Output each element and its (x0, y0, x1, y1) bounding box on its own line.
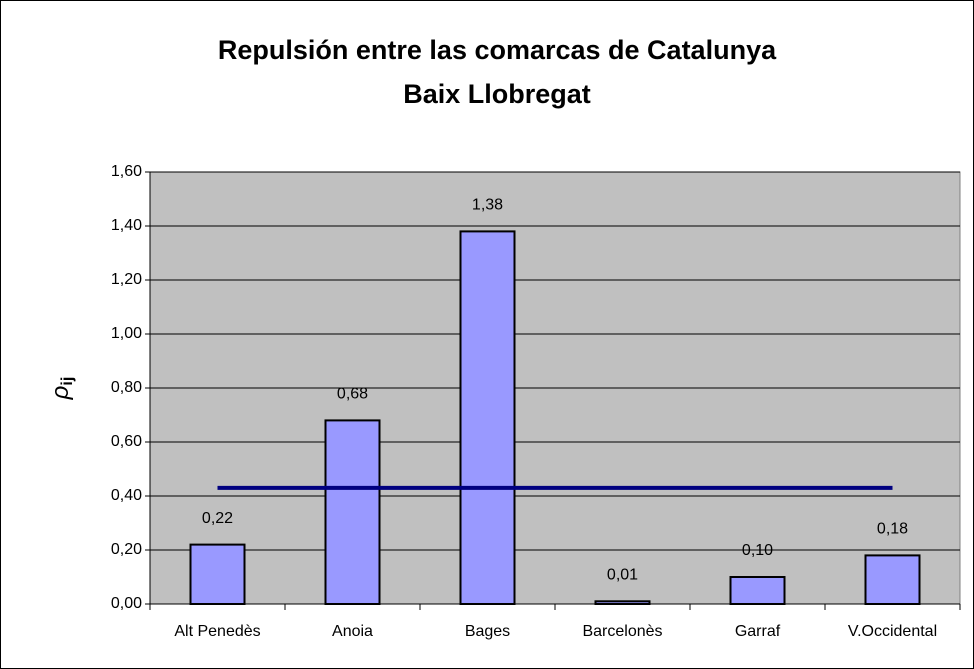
y-label-subscript: ij (59, 377, 76, 386)
chart-subtitle: Baix Llobregat (403, 79, 591, 109)
y-label-symbol: ρ (47, 385, 74, 400)
x-tick-label: Bages (465, 623, 510, 640)
y-tick-label: 1,60 (111, 163, 142, 180)
data-label: 0,22 (202, 510, 233, 527)
y-tick-label: 1,20 (111, 271, 142, 288)
bar (324, 419, 381, 605)
y-tick-label: 0,20 (111, 541, 142, 558)
y-tick-label: 1,40 (111, 217, 142, 234)
x-tick-label: V.Occidental (848, 623, 937, 640)
x-tick-label: Anoia (332, 623, 373, 640)
bar (594, 600, 651, 605)
y-tick-label: 0,60 (111, 433, 142, 450)
x-tick-label: Barcelonès (582, 623, 662, 640)
data-label: 0,18 (877, 521, 908, 538)
data-label: 0,01 (607, 567, 638, 584)
data-label: 0,10 (742, 542, 773, 559)
y-tick-label: 1,00 (111, 325, 142, 342)
y-tick-label: 0,00 (111, 595, 142, 612)
bar (189, 543, 246, 605)
bar (459, 230, 516, 605)
y-axis-label: ρij (47, 377, 76, 401)
chart-title: Repulsión entre las comarcas de Cataluny… (218, 35, 777, 65)
x-tick-label: Alt Penedès (174, 623, 260, 640)
bar (864, 554, 921, 606)
data-label: 1,38 (472, 197, 503, 214)
y-tick-label: 0,40 (111, 487, 142, 504)
data-label: 0,68 (337, 386, 368, 403)
bar (729, 576, 786, 605)
y-tick-label: 0,80 (111, 379, 142, 396)
x-tick-label: Garraf (735, 623, 781, 640)
